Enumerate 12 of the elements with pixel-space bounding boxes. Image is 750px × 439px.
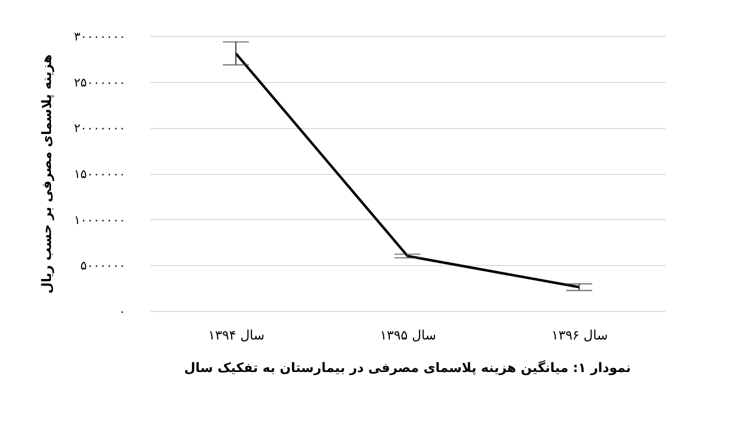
y-tick-label: ۲۰۰۰۰۰۰۰ [74,121,126,136]
y-tick-label: ۵۰۰۰۰۰۰ [80,258,126,273]
y-tick-label: ۱۵۰۰۰۰۰۰ [74,167,126,181]
x-tick-label: سال ۱۳۹۵ [380,328,436,344]
x-tick-label: سال ۱۳۹۶ [551,328,608,344]
x-tick-label: سال ۱۳۹۴ [208,328,265,344]
text: نمودار ۱: میانگین هزینه پلاسمای مصرفی در بیمارستان به تفکیک سال [184,360,631,376]
y-tick-label: ۱۰۰۰۰۰۰۰ [74,212,126,227]
y-axis-title: هزینه پلاسمای مصرفی بر حسب ریال [40,54,55,294]
y-tick-label: ۲۵۰۰۰۰۰۰ [74,75,126,90]
y-tick-label: ۳۰۰۰۰۰۰۰ [74,30,126,44]
y-tick-label: ۰ [119,304,126,318]
